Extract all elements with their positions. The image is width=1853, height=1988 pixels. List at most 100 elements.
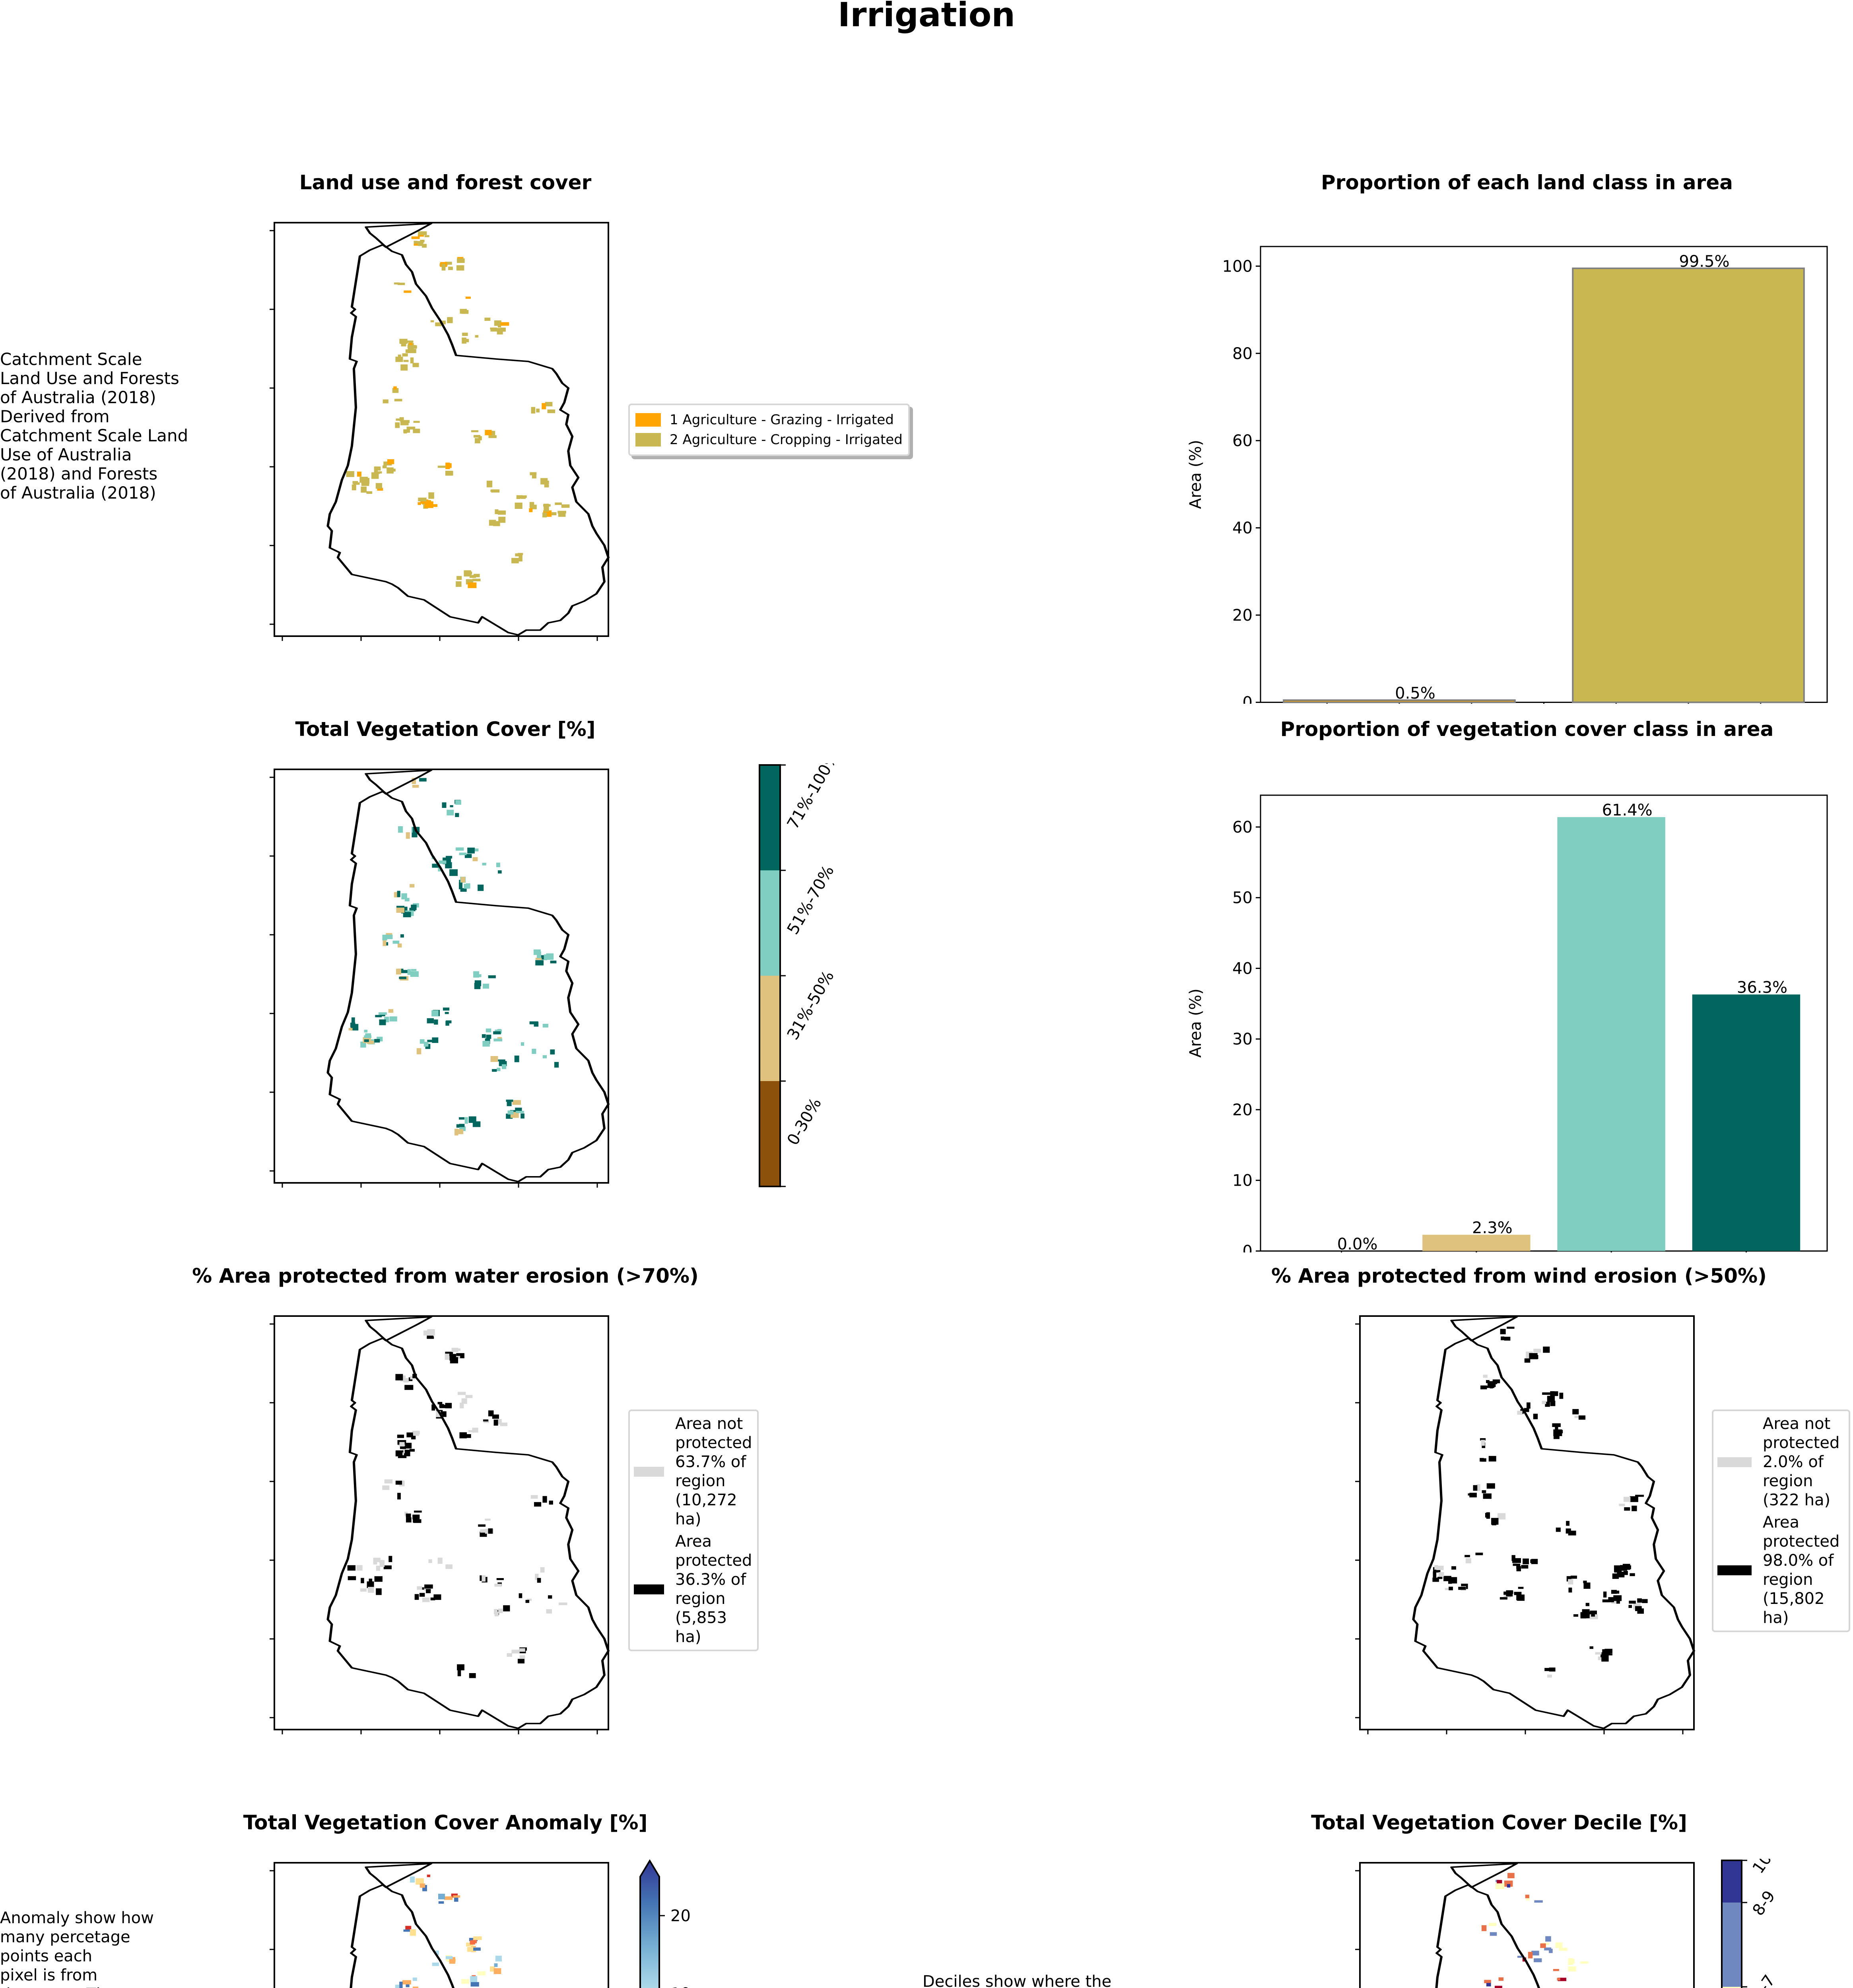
map-pixel <box>1437 1576 1443 1579</box>
region-outline <box>326 223 610 636</box>
map-pixel <box>549 1501 553 1505</box>
map-pixel <box>416 1878 424 1885</box>
map-pixel <box>462 337 466 344</box>
map-pixel <box>489 1966 495 1972</box>
map-pixel <box>482 1034 486 1038</box>
map-pixel <box>402 420 410 423</box>
map-pixel <box>410 1876 415 1883</box>
map-pixel <box>399 339 408 344</box>
map-pixel <box>467 847 475 854</box>
map-pixel <box>1602 1649 1611 1656</box>
map-pixel <box>464 570 471 577</box>
map-pixel <box>544 503 549 507</box>
map-pixel <box>399 417 404 421</box>
map-pixel <box>410 971 419 977</box>
map-pixel <box>520 495 527 498</box>
map-pixel <box>397 1493 401 1500</box>
map-pixel <box>561 504 570 508</box>
map-pixel <box>428 1559 432 1563</box>
map-pixel <box>352 484 356 491</box>
map-pixel <box>1543 1346 1550 1353</box>
map-pixel <box>456 265 464 271</box>
y-tick-label: 50 <box>1232 889 1253 907</box>
map-pixel <box>374 466 378 474</box>
map-pixel <box>1568 1959 1575 1964</box>
map-pixel <box>456 576 462 580</box>
map-pixel <box>432 1963 439 1966</box>
map-pixel <box>1566 1521 1570 1526</box>
map-pixel <box>1451 1577 1455 1581</box>
map-pixel <box>464 854 472 858</box>
map-pixel <box>411 969 417 971</box>
map-pixel <box>1580 1961 1589 1964</box>
map-pixel <box>351 1017 355 1023</box>
map-pixel <box>392 940 400 944</box>
decile-map-note: Deciles show where the pixel value lies … <box>923 1972 1112 1988</box>
map-pixel <box>443 1008 450 1011</box>
map-pixel <box>495 1955 502 1962</box>
map-pixel <box>511 1650 520 1654</box>
map-pixel <box>374 1576 383 1582</box>
wind-erosion-map <box>1355 1315 1696 1734</box>
map-pixel <box>482 1575 486 1582</box>
map-pixel <box>410 1929 416 1936</box>
map-pixel <box>397 943 402 948</box>
map-pixel <box>500 322 509 326</box>
map-pixel <box>468 1116 476 1123</box>
map-pixel <box>1483 1375 1488 1378</box>
map-pixel <box>1553 1969 1559 1971</box>
map-pixel <box>473 1936 482 1940</box>
map-pixel <box>470 1976 478 1982</box>
region-outline <box>326 769 610 1182</box>
map-pixel <box>427 1336 434 1339</box>
colorbar-label: 0-30% <box>784 1095 825 1149</box>
map-pixel <box>401 893 407 899</box>
map-pixel <box>1517 1411 1523 1415</box>
map-pixel <box>460 309 467 314</box>
map-pixel <box>542 512 547 518</box>
map-pixel <box>395 1374 403 1380</box>
map-pixel <box>1534 1958 1542 1963</box>
map-pixel <box>445 1564 453 1569</box>
map-pixel <box>395 422 400 428</box>
map-pixel <box>422 1885 427 1891</box>
map-pixel <box>534 1502 542 1507</box>
map-pixel <box>403 1929 412 1932</box>
map-pixel <box>493 1419 498 1426</box>
map-pixel <box>1475 1553 1483 1555</box>
map-pixel <box>400 364 408 371</box>
map-pixel <box>530 505 537 509</box>
data-label: 36.3% <box>1737 978 1787 997</box>
map-pixel <box>427 1329 435 1336</box>
map-pixel <box>507 1101 512 1107</box>
map-pixel <box>1632 1505 1637 1511</box>
map-pixel <box>406 427 416 430</box>
map-pixel <box>419 1593 425 1597</box>
legend-label: Area not protected 2.0% of region (322 h… <box>1763 1415 1840 1509</box>
map-pixel <box>1613 1595 1622 1601</box>
map-pixel <box>437 1557 443 1564</box>
map-pixel <box>1497 1513 1506 1520</box>
map-pixel <box>530 472 537 476</box>
map-pixel <box>374 471 380 474</box>
map-pixel <box>407 345 416 348</box>
map-pixel <box>1516 1594 1520 1600</box>
map-pixel <box>420 1883 425 1888</box>
map-pixel <box>493 1039 503 1042</box>
region-outline <box>326 1316 610 1729</box>
map-pixel <box>519 1655 525 1659</box>
map-pixel <box>507 1110 514 1115</box>
map-pixel <box>445 1021 449 1026</box>
map-pixel <box>367 1041 374 1044</box>
map-pixel <box>1544 1668 1551 1671</box>
map-pixel <box>438 868 441 872</box>
map-pixel <box>1637 1608 1644 1614</box>
map-pixel <box>529 508 533 513</box>
map-pixel <box>496 862 500 868</box>
water-erosion-map <box>270 1315 610 1734</box>
map-pixel <box>455 847 464 851</box>
map-pixel <box>482 1041 490 1047</box>
map-pixel <box>439 860 447 864</box>
map-pixel <box>494 1609 498 1615</box>
map-pixel <box>472 1427 478 1433</box>
